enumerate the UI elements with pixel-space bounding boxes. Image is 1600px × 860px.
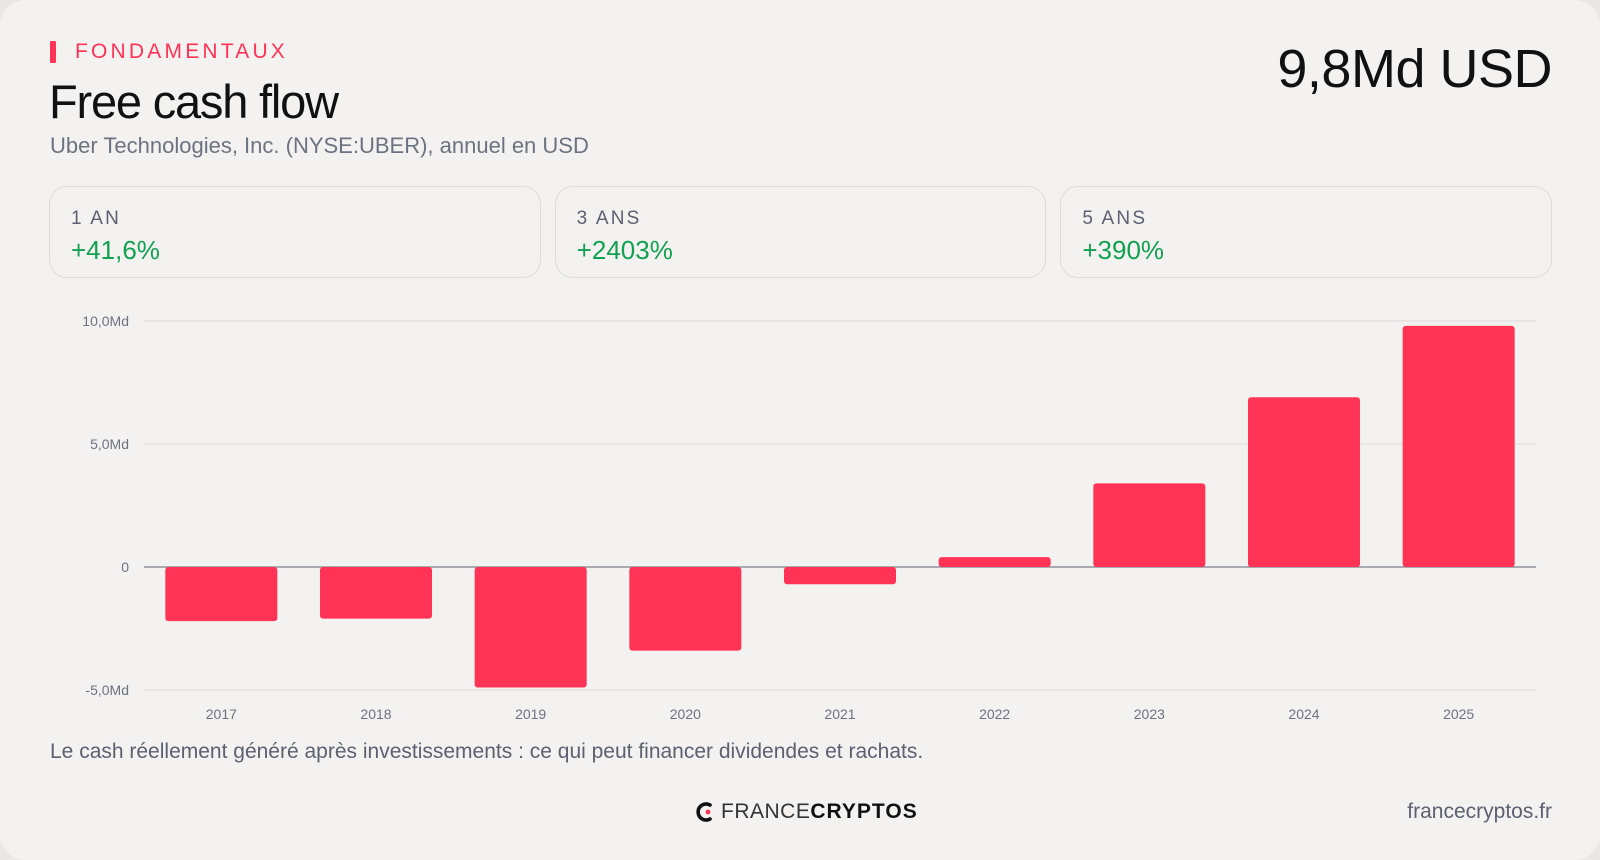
bar-2019 [474,567,587,688]
footer-site-link[interactable]: francecryptos.fr [1407,800,1552,823]
section-label: FONDAMENTAUX [50,40,288,64]
stat-label: 1 AN [71,208,121,229]
stat-value: +41,6% [71,235,160,265]
bar-chart: 10,0Md 5,0Md 0 -5,0Md 2017 2018 2019 2020 2021 20… [82,313,1536,722]
section-accent-bar [50,41,56,63]
bar-2025 [1402,325,1515,567]
x-tick-label: 2017 [206,706,237,722]
stat-card-5y: 5 ANS +390% [1060,186,1553,278]
bar-2017 [165,567,278,622]
x-tick-label: 2021 [824,706,855,722]
x-tick-label: 2019 [515,706,546,722]
headline-value: 9,8Md USD [1277,39,1552,99]
x-tick-label: 2025 [1443,706,1474,722]
page-title: Free cash flow [49,75,339,128]
stat-value: +390% [1082,235,1165,265]
stat-card-1y: 1 AN +41,6% [49,186,541,278]
bar-2018 [320,567,432,619]
brand-name-bold: CRYPTOS [810,800,918,823]
page-subtitle: Uber Technologies, Inc. (NYSE:UBER), ann… [50,133,589,158]
y-tick-label: 5,0Md [90,436,129,452]
stat-card-3y: 3 ANS +2403% [554,186,1047,278]
y-tick-label: -5,0Md [85,682,129,698]
brand-logo: FRANCE CRYPTOS [695,800,918,824]
stats-row: 1 AN +41,6% 3 ANS +2403% 5 ANS +390% [49,186,1553,278]
bar-2020 [629,567,742,651]
y-tick-label: 0 [121,559,129,575]
brand-mark-icon [696,802,712,822]
x-tick-label: 2023 [1134,706,1165,722]
x-tick-label: 2020 [670,706,701,722]
bar-2023 [1093,483,1206,567]
x-tick-label: 2018 [360,706,391,722]
x-tick-label: 2022 [979,706,1010,722]
bar-2021 [784,567,896,585]
x-tick-label: 2024 [1288,706,1319,722]
bar-2022 [938,557,1051,567]
stat-label: 5 ANS [1082,208,1148,229]
chart-caption: Le cash réellement généré après investis… [50,740,924,763]
stat-value: +2403% [576,235,673,265]
section-label-text: FONDAMENTAUX [75,40,289,63]
stat-label: 3 ANS [576,208,642,229]
y-tick-label: 10,0Md [82,313,129,329]
bar-2024 [1248,397,1360,567]
brand-name-light: FRANCE [721,800,811,823]
